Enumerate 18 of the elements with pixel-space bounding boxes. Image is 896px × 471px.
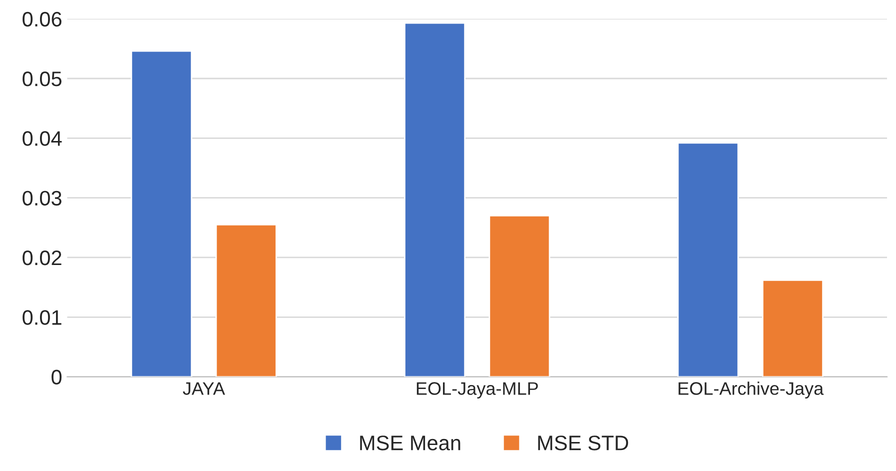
- bar: [404, 22, 466, 377]
- y-tick-label: 0.05: [22, 72, 62, 86]
- x-tick-label: EOL-Jaya-MLP: [416, 382, 538, 398]
- y-tick-label: 0.03: [22, 190, 62, 206]
- x-tick-label: EOL-Archive-Jaya: [678, 382, 824, 398]
- legend-label: MSE STD: [538, 436, 628, 450]
- bar: [215, 224, 277, 377]
- bar: [762, 279, 824, 377]
- y-tick-label: 0.01: [22, 310, 62, 325]
- bar: [677, 142, 739, 377]
- bar: [488, 215, 550, 377]
- bar: [130, 50, 192, 377]
- y-tick-label: 0: [52, 370, 62, 385]
- legend-label: MSE Mean: [360, 436, 460, 450]
- y-tick-label: 0.06: [22, 12, 62, 27]
- y-tick-label: 0.04: [22, 131, 62, 146]
- y-tick-label: 0.02: [22, 250, 62, 266]
- x-tick-label: JAYA: [182, 382, 226, 395]
